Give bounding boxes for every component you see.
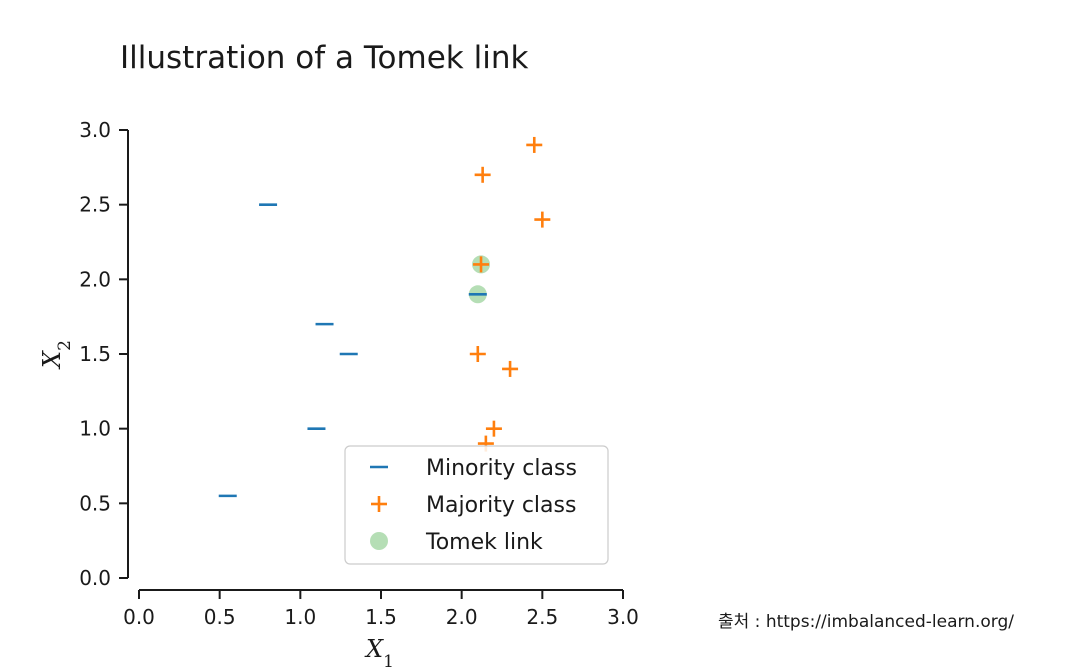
y-tick-label-2: 1.0: [79, 417, 111, 441]
majority-class-point-1: [474, 166, 491, 183]
majority-class-point-3: [473, 256, 490, 273]
legend-label-minority-class: Minority class: [426, 456, 577, 481]
y-tick-label-3: 1.5: [79, 342, 111, 366]
legend-marker-tomek-link: [370, 532, 388, 550]
y-tick-label-0: 0.0: [79, 566, 111, 590]
x-tick-label-6: 3.0: [607, 605, 639, 629]
y-tick-label-6: 3.0: [79, 118, 111, 142]
majority-class-point-5: [502, 360, 519, 377]
majority-class-point-0: [526, 136, 543, 153]
legend-marker-majority-class: [371, 496, 387, 512]
majority-class-point-6: [485, 420, 502, 437]
chart-title: Illustration of a Tomek link: [120, 40, 528, 76]
x-tick-label-3: 1.5: [365, 605, 397, 629]
majority-class-point-2: [534, 211, 551, 228]
x-tick-label-4: 2.0: [446, 605, 478, 629]
plot-marks: [218, 136, 551, 498]
legend-label-majority-class: Majority class: [426, 493, 576, 518]
x-tick-label-5: 2.5: [526, 605, 558, 629]
majority-class-point-4: [469, 346, 486, 362]
x-tick-label-1: 0.5: [204, 605, 236, 629]
x-axis-label: X1: [364, 635, 394, 668]
x-tick-label-0: 0.0: [123, 605, 155, 629]
y-axis-label: X2: [38, 340, 75, 370]
legend-label-tomek-link: Tomek link: [425, 530, 543, 555]
ticks: 0.0 0.5 1.0 1.5 2.0 2.5 3.0 0.0 0.5 1.0 1.5 2.0 2.5 3…: [79, 118, 639, 629]
y-tick-label-1: 0.5: [79, 491, 111, 515]
x-tick-label-2: 1.0: [284, 605, 316, 629]
legend: Minority class Majority class Tomek link: [344, 445, 609, 565]
y-tick-label-4: 2.0: [79, 267, 111, 291]
source-note: 출처 : https://imbalanced-learn.org/: [718, 612, 1014, 632]
legend-box: [344, 445, 609, 565]
y-tick-label-5: 2.5: [79, 193, 111, 217]
